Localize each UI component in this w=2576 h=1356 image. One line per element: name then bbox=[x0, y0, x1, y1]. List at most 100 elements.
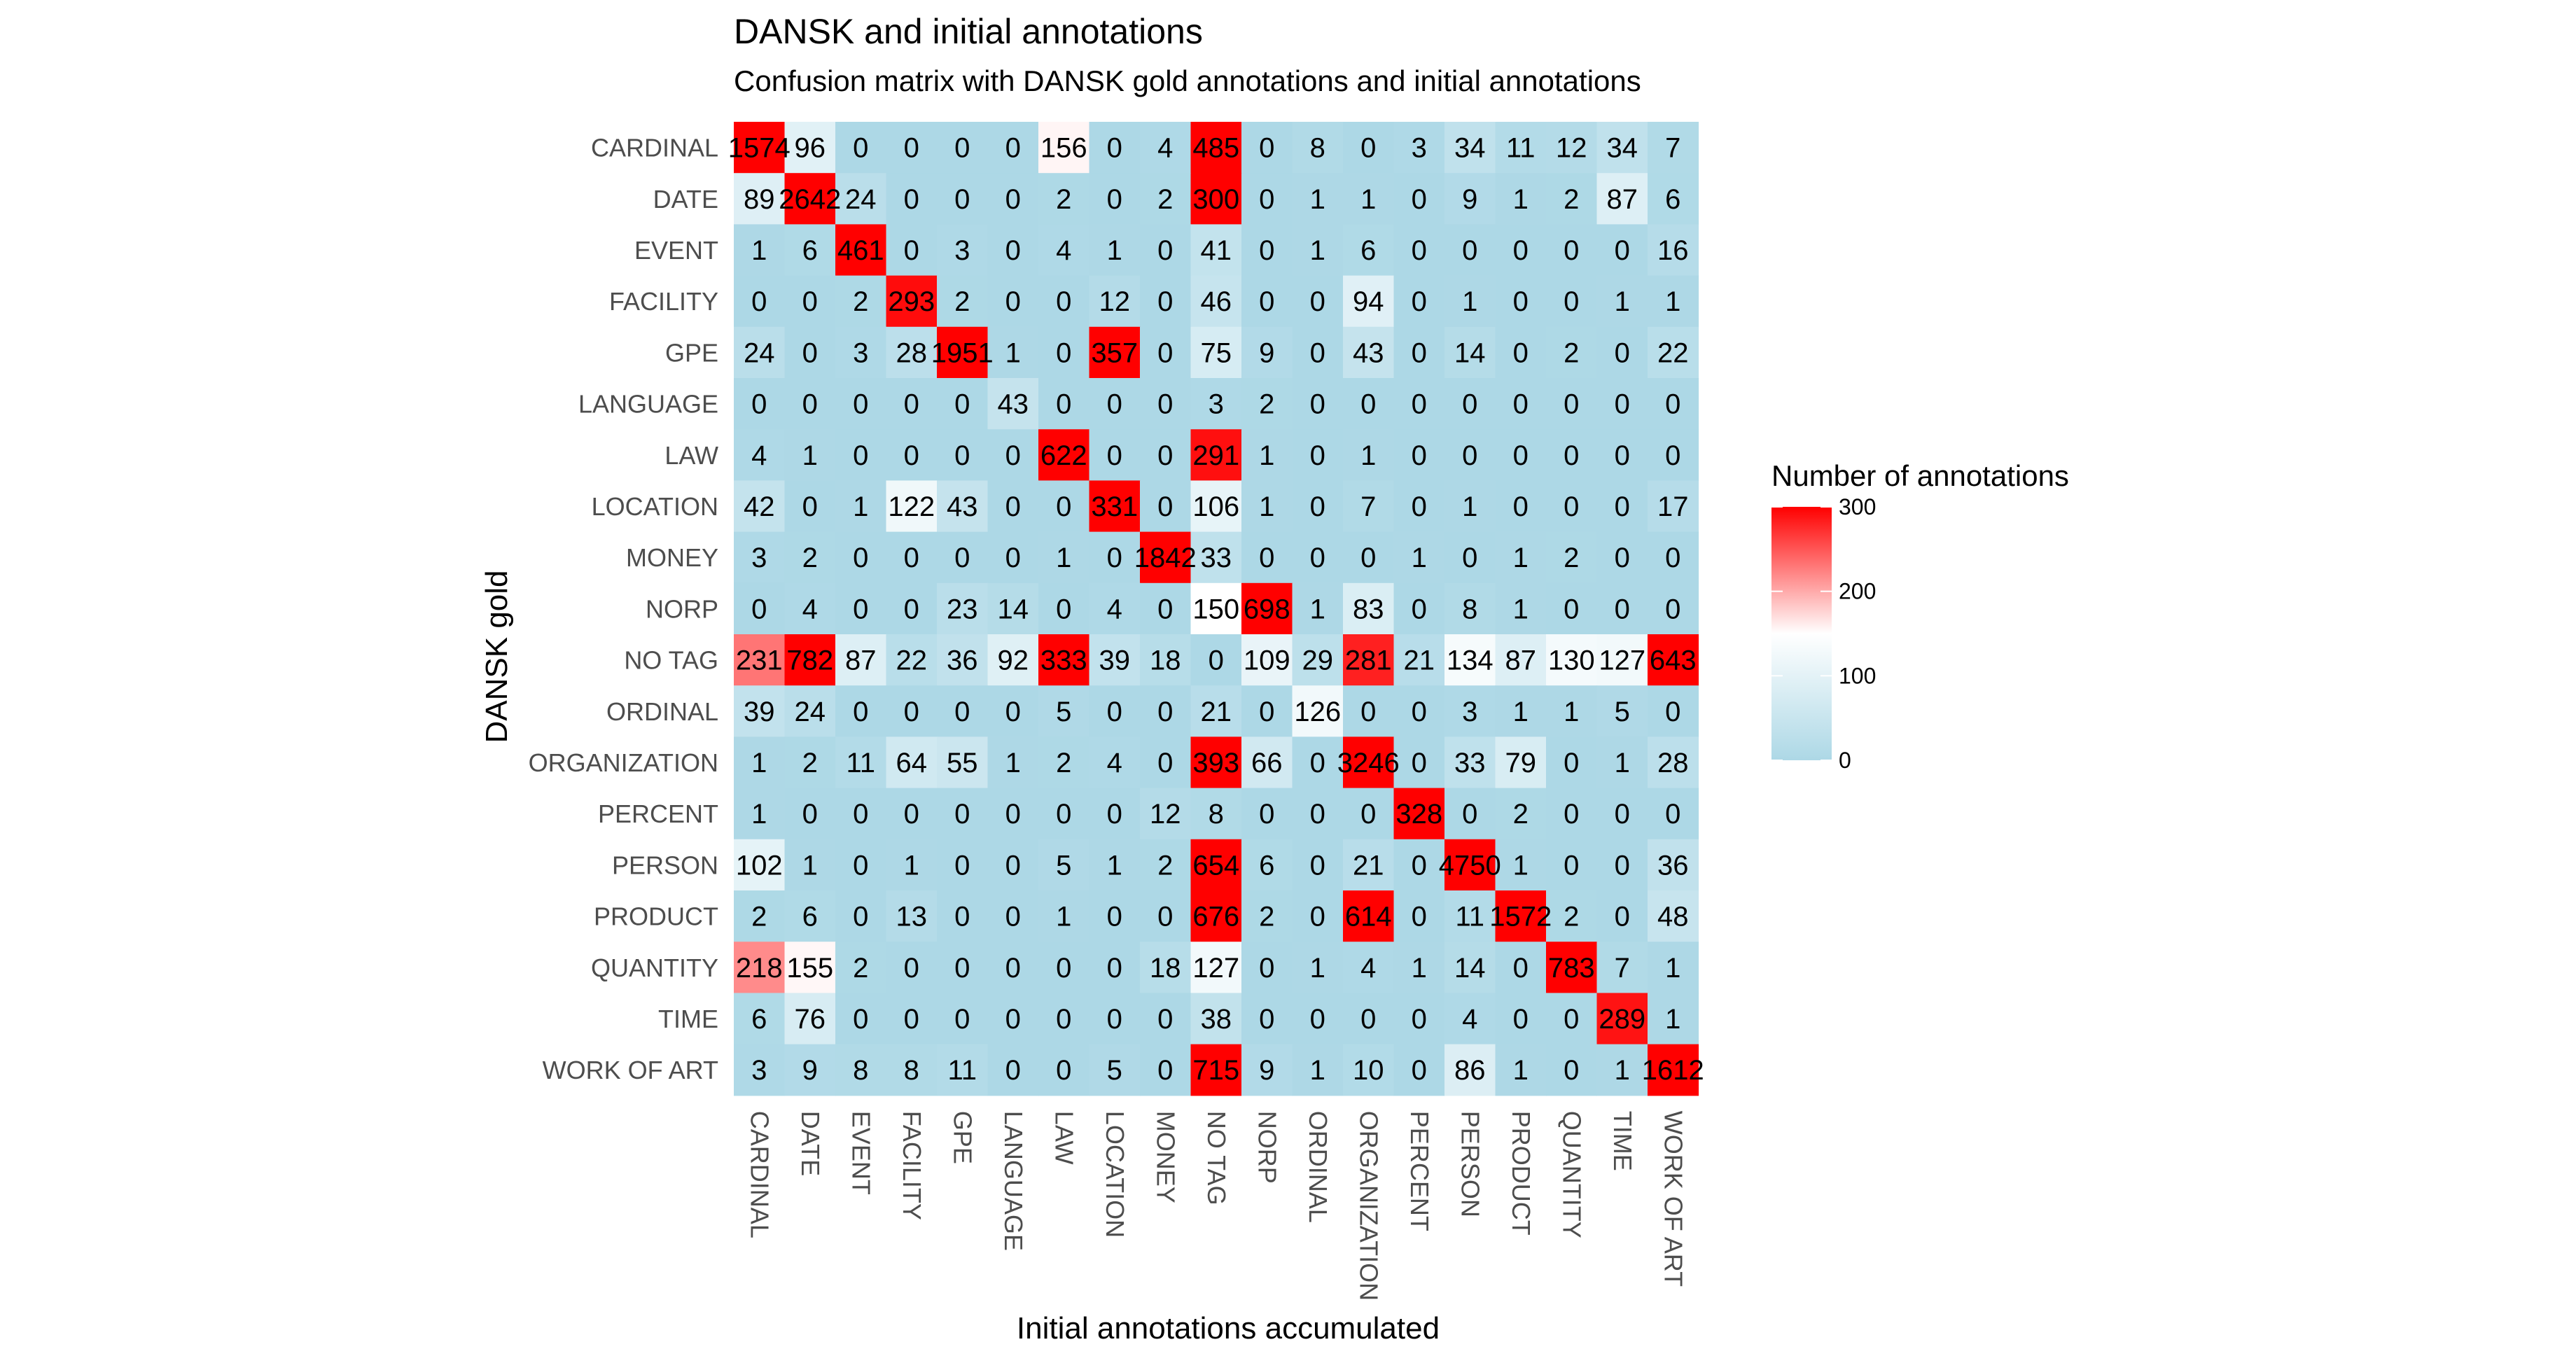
heatmap-cell bbox=[1648, 224, 1699, 277]
heatmap-cell bbox=[1393, 634, 1445, 686]
cell-value-label: 0 bbox=[1005, 286, 1021, 317]
heatmap-cell bbox=[1089, 173, 1141, 225]
heatmap-cell bbox=[886, 275, 938, 328]
cell-value-label: 0 bbox=[904, 235, 919, 266]
cell-value-label: 6 bbox=[802, 235, 818, 266]
heatmap-cell bbox=[937, 890, 989, 942]
heatmap-cell bbox=[987, 173, 1039, 225]
cell-value-label: 0 bbox=[1005, 184, 1021, 215]
heatmap-cell bbox=[1546, 224, 1598, 277]
heatmap-cell bbox=[886, 788, 938, 840]
cell-value-label: 333 bbox=[1040, 645, 1087, 676]
cell-value-label: 0 bbox=[1157, 491, 1173, 522]
cell-value-label: 0 bbox=[1107, 184, 1122, 215]
heatmap-cell bbox=[1495, 531, 1547, 584]
cell-value-label: 12 bbox=[1556, 133, 1587, 164]
cell-value-label: 0 bbox=[954, 1004, 970, 1035]
cell-value-label: 0 bbox=[904, 953, 919, 984]
cell-value-label: 0 bbox=[1310, 389, 1325, 420]
cell-value-label: 7 bbox=[1360, 491, 1376, 522]
heatmap-cell bbox=[1241, 224, 1293, 277]
cell-value-label: 79 bbox=[1505, 748, 1537, 778]
heatmap-cell bbox=[1292, 788, 1344, 840]
cell-value-label: 2 bbox=[1056, 748, 1071, 778]
heatmap-cell bbox=[1089, 582, 1141, 635]
heatmap-cell bbox=[835, 890, 887, 942]
cell-value-label: 41 bbox=[1201, 235, 1232, 266]
heatmap-cell bbox=[1292, 122, 1344, 174]
x-tick-label: LOCATION bbox=[1101, 1111, 1129, 1238]
cell-value-label: 4 bbox=[1107, 594, 1122, 624]
heatmap-cell bbox=[734, 634, 786, 686]
cell-value-label: 0 bbox=[1564, 1004, 1579, 1035]
cell-value-label: 17 bbox=[1657, 491, 1689, 522]
x-tick-label: DATE bbox=[796, 1111, 825, 1176]
cell-value-label: 0 bbox=[1615, 491, 1630, 522]
legend-tick-label: 200 bbox=[1839, 579, 1876, 604]
heatmap-cell bbox=[1444, 378, 1496, 430]
heatmap-cell bbox=[1038, 531, 1090, 584]
cell-value-label: 1 bbox=[1513, 543, 1529, 573]
cell-value-label: 393 bbox=[1192, 748, 1239, 778]
heatmap-cell bbox=[784, 736, 836, 789]
cell-value-label: 0 bbox=[853, 440, 868, 471]
heatmap-cell bbox=[1495, 173, 1547, 225]
heatmap-cell bbox=[1393, 788, 1445, 840]
cell-value-label: 42 bbox=[744, 491, 775, 522]
cell-value-label: 0 bbox=[904, 799, 919, 830]
heatmap-cell bbox=[1292, 685, 1344, 737]
y-tick-label: EVENT bbox=[634, 236, 718, 265]
heatmap-cell bbox=[1292, 942, 1344, 993]
heatmap-cell bbox=[886, 942, 938, 993]
heatmap-cell bbox=[1140, 1044, 1192, 1096]
heatmap-cell bbox=[1393, 890, 1445, 942]
heatmap-cell bbox=[987, 634, 1039, 686]
heatmap-cell bbox=[937, 531, 989, 584]
heatmap-cell bbox=[1495, 736, 1547, 789]
heatmap-cell bbox=[1393, 173, 1445, 225]
cell-value-label: 0 bbox=[1107, 543, 1122, 573]
heatmap-cell bbox=[1292, 224, 1344, 277]
heatmap-cell bbox=[1140, 429, 1192, 481]
heatmap-cell bbox=[1292, 1044, 1344, 1096]
heatmap-cell bbox=[1089, 634, 1141, 686]
heatmap-cell bbox=[784, 275, 836, 328]
cell-value-label: 0 bbox=[802, 491, 818, 522]
cell-value-label: 331 bbox=[1091, 491, 1138, 522]
cell-value-label: 676 bbox=[1192, 902, 1239, 932]
x-tick-label: GPE bbox=[948, 1111, 977, 1164]
cell-value-label: 0 bbox=[1259, 184, 1274, 215]
heatmap-cell bbox=[1444, 531, 1496, 584]
heatmap-cell bbox=[937, 736, 989, 789]
heatmap-cell bbox=[1140, 326, 1192, 379]
cell-value-label: 0 bbox=[1056, 1055, 1071, 1086]
cell-value-label: 18 bbox=[1150, 953, 1181, 984]
cell-value-label: 0 bbox=[1005, 902, 1021, 932]
heatmap-cell bbox=[1241, 122, 1293, 174]
cell-value-label: 0 bbox=[1564, 1055, 1579, 1086]
heatmap-cell bbox=[734, 582, 786, 635]
cell-value-label: 12 bbox=[1150, 799, 1181, 830]
heatmap-cell bbox=[1444, 685, 1496, 737]
cell-value-label: 0 bbox=[1157, 235, 1173, 266]
cell-value-label: 0 bbox=[1310, 337, 1325, 368]
chart-subtitle: Confusion matrix with DANSK gold annotat… bbox=[734, 64, 1641, 97]
cell-value-label: 0 bbox=[1157, 1055, 1173, 1086]
heatmap-cell bbox=[1393, 326, 1445, 379]
cell-value-label: 2 bbox=[1513, 799, 1529, 830]
cell-value-label: 0 bbox=[904, 184, 919, 215]
cell-value-label: 1 bbox=[1513, 184, 1529, 215]
cell-value-label: 0 bbox=[1157, 440, 1173, 471]
heatmap-cell bbox=[1140, 839, 1192, 891]
heatmap-cell bbox=[1495, 122, 1547, 174]
y-tick-label: PERSON bbox=[612, 851, 718, 879]
heatmap-cell bbox=[734, 788, 786, 840]
heatmap-cell bbox=[1241, 993, 1293, 1045]
heatmap-cell bbox=[1393, 429, 1445, 481]
heatmap-cell bbox=[987, 275, 1039, 328]
cell-value-label: 1 bbox=[1360, 440, 1376, 471]
heatmap-cell bbox=[1546, 736, 1598, 789]
heatmap-cell bbox=[1596, 890, 1648, 942]
heatmap-cell bbox=[1190, 531, 1242, 584]
